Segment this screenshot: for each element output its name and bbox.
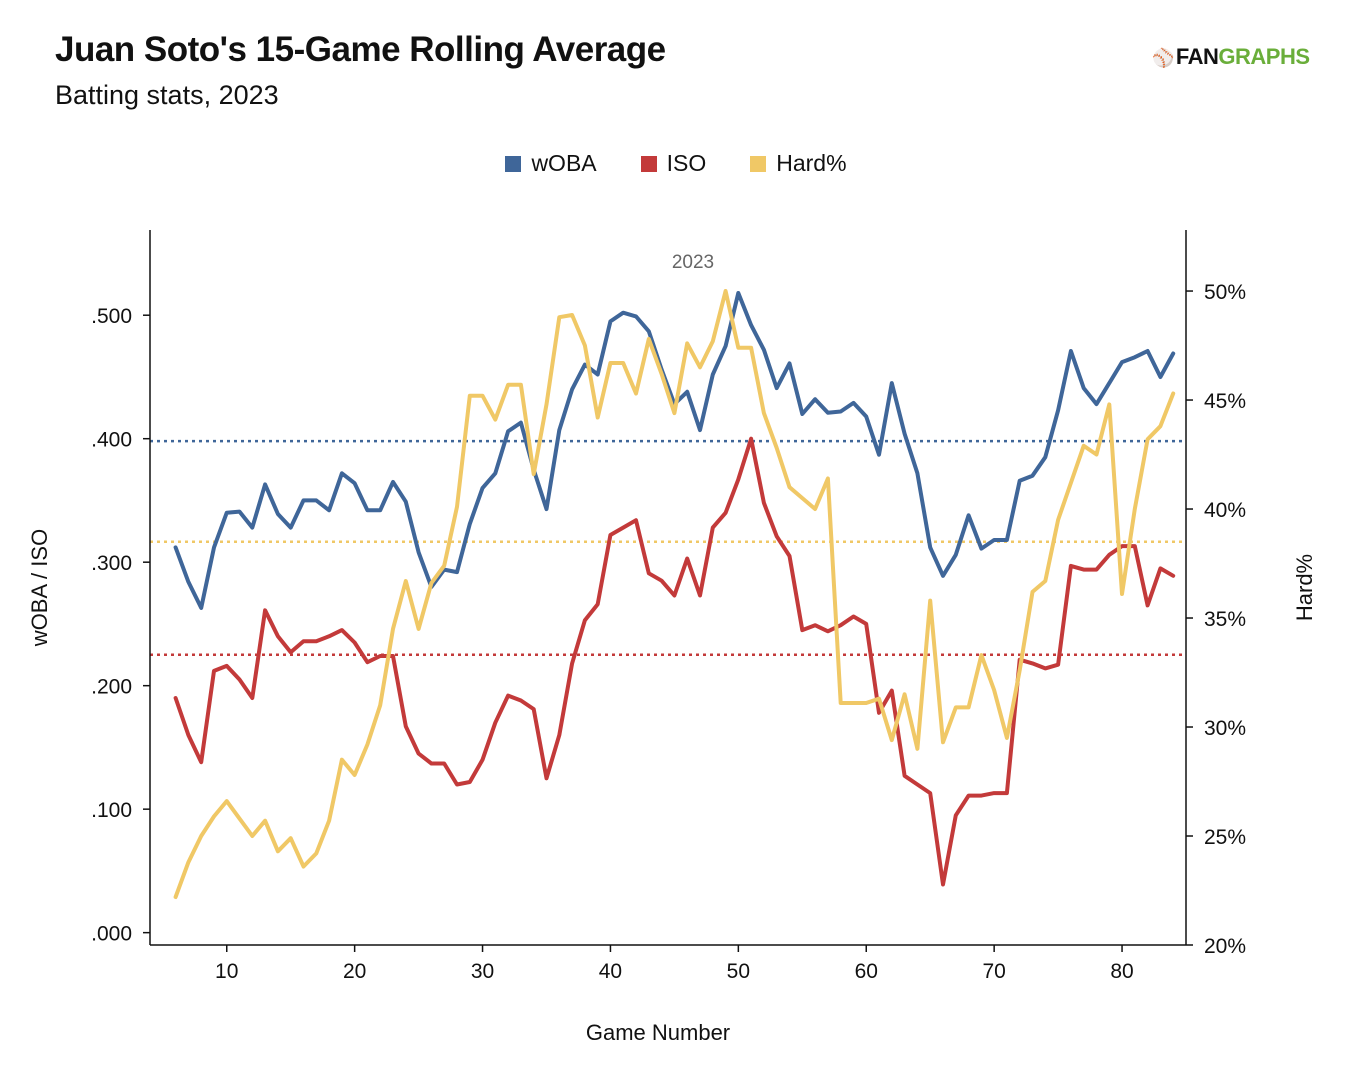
legend-item-woba: wOBA — [505, 150, 597, 177]
x-tick-label: 30 — [471, 960, 494, 983]
y-left-tick-label: .300 — [91, 552, 132, 575]
y-right-tick-label: 30% — [1204, 717, 1246, 740]
logo-text-graphs: GRAPHS — [1218, 44, 1310, 69]
legend-swatch-iso — [640, 155, 657, 172]
y-left-tick-label: .400 — [91, 429, 132, 452]
y-right-tick-label: 45% — [1204, 390, 1246, 413]
y-axis-right-title: Hard% — [1292, 554, 1317, 621]
reference-lines — [150, 439, 1186, 657]
legend-label-iso: ISO — [666, 150, 707, 176]
x-tick-label: 50 — [727, 960, 750, 983]
y-axis-left-title: wOBA / ISO — [27, 529, 52, 647]
chart-axes: 10 20 30 40 50 60 70 80 .000 .100 .200 .300 .400 .500… — [91, 230, 1246, 983]
series-line-iso — [173, 436, 1176, 887]
fangraphs-logo: ⚾FANGRAPHS — [1152, 44, 1310, 70]
y-left-tick-label: .000 — [91, 923, 132, 946]
legend-swatch-woba — [505, 155, 522, 172]
y-left-tick-label: .100 — [91, 799, 132, 822]
batter-icon: ⚾ — [1152, 48, 1174, 68]
x-tick-label: 20 — [343, 960, 366, 983]
x-tick-label: 10 — [215, 960, 238, 983]
series-line-hard — [173, 289, 1176, 899]
legend-label-woba: wOBA — [531, 150, 597, 176]
logo-text-fan: FAN — [1175, 44, 1219, 69]
y-right-tick-label: 40% — [1204, 499, 1246, 522]
chart-subtitle: Batting stats, 2023 — [55, 80, 279, 110]
y-left-tick-label: .200 — [91, 676, 132, 699]
x-tick-label: 60 — [855, 960, 878, 983]
x-tick-label: 40 — [599, 960, 622, 983]
y-right-tick-label: 20% — [1204, 935, 1246, 958]
chart-legend: wOBA ISO Hard% — [0, 150, 1352, 177]
y-right-tick-label: 25% — [1204, 826, 1246, 849]
legend-swatch-hard — [750, 155, 767, 172]
series-lines — [173, 289, 1176, 899]
series-line-woba — [173, 291, 1176, 610]
legend-item-iso: ISO — [640, 150, 707, 177]
legend-label-hard: Hard% — [776, 150, 847, 176]
x-tick-label: 70 — [982, 960, 1005, 983]
y-right-tick-label: 35% — [1204, 608, 1246, 631]
y-left-tick-label: .500 — [91, 305, 132, 328]
y-right-tick-label: 50% — [1204, 281, 1246, 304]
season-annotation: 2023 — [672, 252, 714, 273]
x-axis-title: Game Number — [586, 1020, 730, 1045]
x-tick-label: 80 — [1110, 960, 1133, 983]
legend-item-hard: Hard% — [750, 150, 847, 177]
chart-title: Juan Soto's 15-Game Rolling Average — [55, 30, 666, 69]
